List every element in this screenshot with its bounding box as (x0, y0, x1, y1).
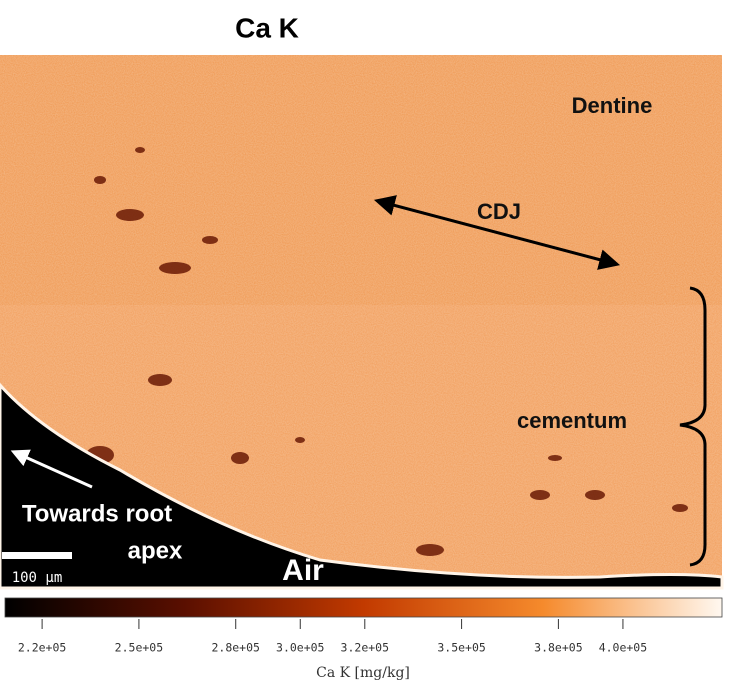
colorbar-label: Ca K [mg/kg] (316, 665, 410, 681)
cdj-arrow (373, 195, 621, 270)
label-towards: Towards root (22, 500, 172, 527)
label-apex: apex (128, 537, 183, 564)
tick-label: 2.8e+05 (211, 641, 259, 655)
tick-label: 2.2e+05 (18, 641, 66, 655)
apex-arrow (10, 449, 93, 489)
colorbar-ticks: 2.2e+05 2.5e+05 2.8e+05 3.0e+05 3.2e+05 3.5e+… (18, 619, 647, 655)
colorbar (4, 597, 723, 618)
title: Ca K (235, 12, 299, 43)
scale-bar-label: 100 μm (12, 570, 63, 586)
tick-label: 4.0e+05 (599, 641, 647, 655)
scale-bar (2, 552, 72, 559)
label-air: Air (282, 554, 324, 587)
tick-label: 3.5e+05 (437, 641, 485, 655)
tick-label: 3.2e+05 (341, 641, 389, 655)
label-dentine: Dentine (572, 93, 653, 118)
micrograph (0, 55, 724, 590)
tick-label: 3.8e+05 (534, 641, 582, 655)
tick-label: 2.5e+05 (115, 641, 163, 655)
label-cementum: cementum (517, 408, 627, 433)
label-cdj: CDJ (477, 199, 521, 224)
tick-label: 3.0e+05 (276, 641, 324, 655)
cementum-brace (679, 286, 707, 567)
